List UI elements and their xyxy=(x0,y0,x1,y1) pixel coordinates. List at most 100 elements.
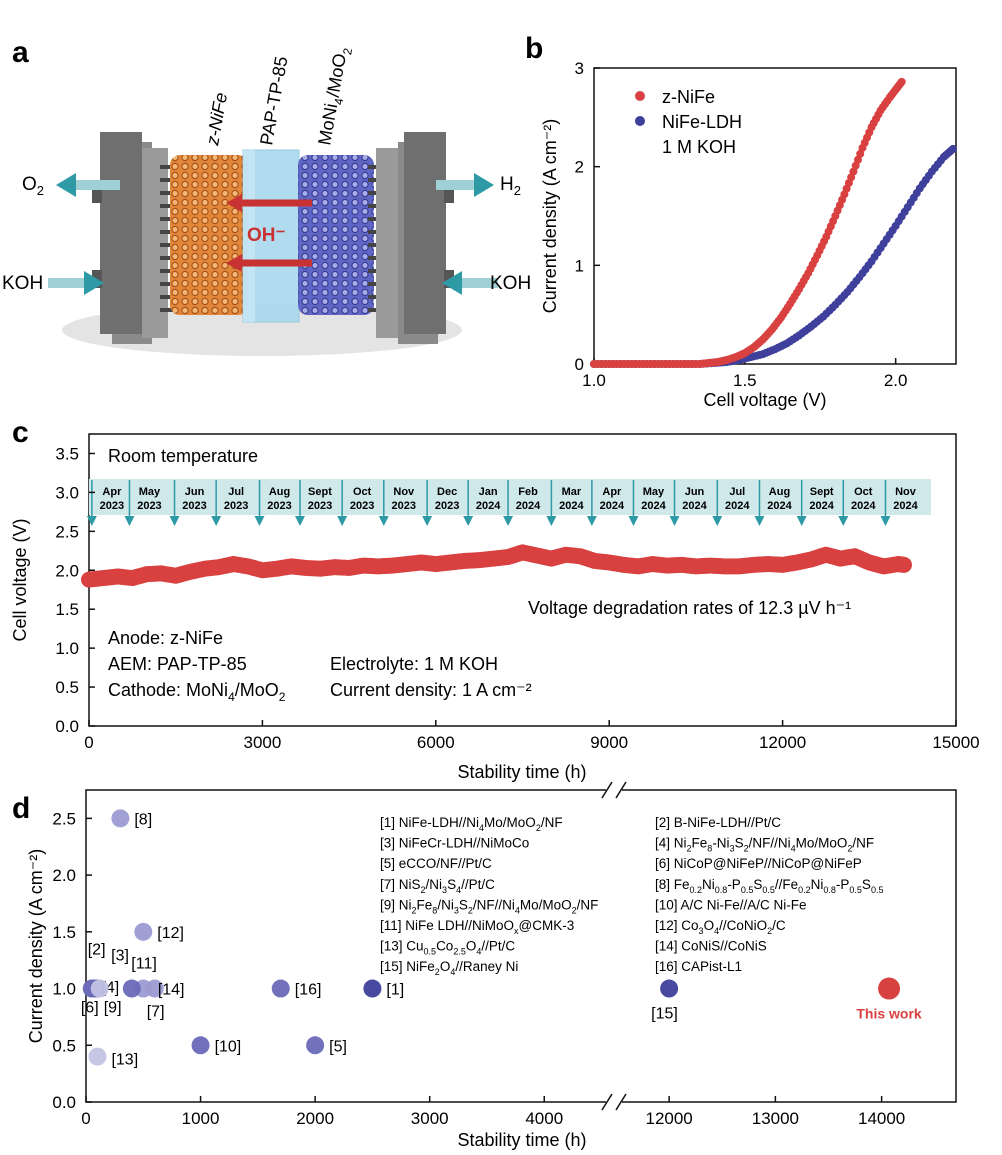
y-tick-label-b: 1 xyxy=(575,256,584,275)
reference-point xyxy=(88,1047,107,1066)
reference-text: //Pt/C xyxy=(481,939,515,954)
month-label: Sept xyxy=(810,486,834,498)
reference-entry: [7] NiS2/Ni3S4//Pt/C xyxy=(380,877,495,895)
month-label: Oct xyxy=(854,486,873,498)
reference-subscript: 2 xyxy=(536,823,541,833)
year-label: 2023 xyxy=(137,500,161,512)
month-arrow-head xyxy=(546,516,557,526)
month-label: Aug xyxy=(269,486,290,498)
month-label: Jun xyxy=(185,486,205,498)
reference-subscript: 2 xyxy=(767,926,772,936)
reference-point xyxy=(271,979,290,998)
reference-point xyxy=(134,922,153,941)
month-arrow-head xyxy=(712,516,723,526)
reference-text: S xyxy=(735,836,744,851)
reference-subscript: 4 xyxy=(714,926,719,936)
month-label: Jul xyxy=(228,486,244,498)
reference-text: NiCoP@NiFeP//NiCoP@NiFeP xyxy=(674,856,862,871)
panel-label-b: b xyxy=(525,32,543,65)
reference-subscript: 4 xyxy=(515,905,520,915)
reference-subscript: 0.5 xyxy=(741,885,754,895)
reference-text: NiS xyxy=(399,877,421,892)
annotation-cathode: Cathode: MoNi4/MoO2 xyxy=(108,680,286,704)
annotation-room-temperature: Room temperature xyxy=(108,446,258,466)
reference-text: CoNiS//CoNiS xyxy=(681,939,767,954)
annotation-anode: Anode: z-NiFe xyxy=(108,628,223,648)
cathode-mesh xyxy=(298,155,374,315)
legend-note: 1 M KOH xyxy=(662,137,736,157)
annotation-cathode-sub1: 4 xyxy=(228,690,235,704)
month-arrow-head xyxy=(669,516,680,526)
year-label: 2023 xyxy=(182,500,206,512)
y-tick-label-d: 1.5 xyxy=(52,923,76,942)
reference-entry: [11] NiFe LDH//NiMoOx@CMK-3 xyxy=(380,918,574,936)
reference-text: S xyxy=(447,877,456,892)
month-label: Jun xyxy=(685,486,705,498)
data-point-nife-ldh xyxy=(948,144,957,153)
year-label: 2024 xyxy=(851,500,876,512)
panel-a: a xyxy=(2,36,531,356)
x-axis-label-b: Cell voltage (V) xyxy=(703,390,826,410)
x-tick-label-d: 0 xyxy=(81,1109,90,1128)
hydroxide-label: OH⁻ xyxy=(247,225,286,246)
reference-text: //CoNiO xyxy=(719,918,767,933)
month-arrow-head xyxy=(463,516,474,526)
annotation-cathode-slash: /MoO xyxy=(235,680,279,700)
koh-left-label: KOH xyxy=(2,273,43,294)
reference-text: -Ni xyxy=(712,836,729,851)
reference-subscript: x xyxy=(514,926,519,936)
reference-subscript: 2.5 xyxy=(453,947,466,957)
reference-text: /NF xyxy=(541,815,563,830)
reference-number: [13] xyxy=(380,939,406,954)
reference-point-label: [2] xyxy=(88,942,106,959)
reference-text: O xyxy=(466,939,477,954)
year-label: 2024 xyxy=(767,500,792,512)
reference-subscript: 4 xyxy=(479,823,484,833)
reference-text: eCCO/NF//Pt/C xyxy=(399,856,492,871)
reference-text: /Ni xyxy=(426,877,443,892)
year-label: 2023 xyxy=(435,500,459,512)
reference-point-label: [11] xyxy=(131,956,157,973)
reference-subscript: 3 xyxy=(442,885,447,895)
reference-point-label: [6] xyxy=(81,1000,99,1017)
x-tick-label-c: 15000 xyxy=(932,733,979,752)
reference-text: -P xyxy=(727,877,741,892)
x-tick-label-c: 12000 xyxy=(759,733,806,752)
reference-subscript: 4 xyxy=(476,947,481,957)
reference-subscript: 2 xyxy=(421,885,426,895)
x-tick-label-c: 9000 xyxy=(590,733,628,752)
y-tick-label-c: 3.0 xyxy=(55,483,79,502)
reference-text: Ni xyxy=(399,897,412,912)
reference-point xyxy=(111,809,130,828)
reference-subscript: 0.5 xyxy=(762,885,775,895)
y-tick-label-d: 0.5 xyxy=(52,1036,76,1055)
month-arrow-head xyxy=(254,516,265,526)
reference-number: [15] xyxy=(380,959,406,974)
x-axis-label-c: Stability time (h) xyxy=(457,762,586,782)
reference-text: Fe xyxy=(674,877,690,892)
x-tick-label-c: 6000 xyxy=(417,733,455,752)
reference-subscript: 2 xyxy=(572,905,577,915)
reference-subscript: 0.5 xyxy=(849,885,862,895)
year-label: 2024 xyxy=(600,500,625,512)
reference-point-label: [7] xyxy=(147,1004,165,1021)
y-tick-label-d: 2.0 xyxy=(52,866,76,885)
axis-ticks-d: 0 1000 2000 3000 4000 12000 13000 14000 0.0 0.5 1.… xyxy=(52,809,905,1128)
annotation-electrolyte: Electrolyte: 1 M KOH xyxy=(330,654,498,674)
reference-subscript: 3 xyxy=(730,844,735,854)
year-label: 2024 xyxy=(809,500,834,512)
reference-number: [4] xyxy=(655,836,674,851)
legend-marker-z-nife xyxy=(635,91,645,101)
reference-text: S xyxy=(459,897,468,912)
reference-subscript: 8 xyxy=(707,844,712,854)
this-work-label: This work xyxy=(856,1006,922,1022)
reference-text: Ni xyxy=(811,877,824,892)
cathode-label-main: MoNi xyxy=(314,102,341,147)
month-label: Jan xyxy=(479,486,498,498)
x-tick-label-b: 2.0 xyxy=(884,371,908,390)
reference-subscript: 4 xyxy=(791,844,796,854)
h2-label-main: H xyxy=(500,174,514,195)
annotation-aem: AEM: PAP-TP-85 xyxy=(108,654,247,674)
reference-point-label: [15] xyxy=(651,1006,678,1023)
